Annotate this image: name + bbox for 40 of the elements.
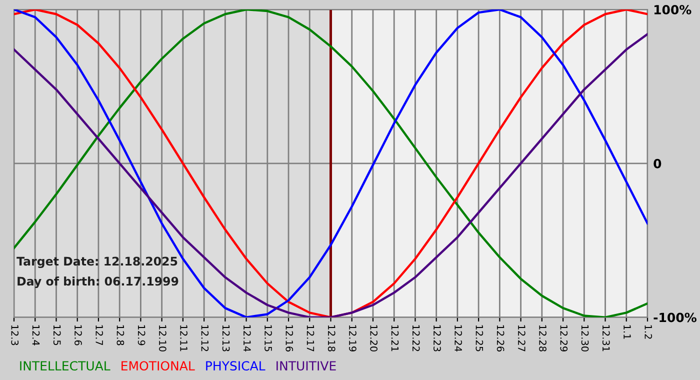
x-tick-label: 12.11	[180, 325, 188, 352]
text: INTELLECTUAL	[20, 361, 110, 371]
x-tick-label: 12.27	[518, 325, 526, 352]
x-tick-label: 12.26	[496, 325, 504, 352]
annotation: Day of birth: 06.17.1999	[18, 276, 178, 288]
text: EMOTIONAL	[122, 361, 195, 371]
x-tick-label: 12.9	[138, 325, 146, 346]
x-tick-label: 12.28	[539, 325, 546, 352]
x-tick-label: 12.14	[244, 325, 251, 352]
x-tick-label: 12.23	[434, 325, 441, 352]
text: PHYSICAL	[206, 361, 266, 371]
x-tick-label: 12.29	[560, 325, 568, 352]
x-tick-label: 12.22	[412, 325, 420, 352]
x-tick-label: 12.30	[581, 325, 589, 352]
x-tick-label: 12.6	[74, 325, 82, 346]
x-tick-label: 12.17	[306, 325, 314, 352]
x-tick-label: 12.4	[32, 325, 40, 346]
x-tick-label: 12.31	[602, 325, 610, 352]
y-tick-label: 0	[654, 158, 662, 168]
x-tick-label: 12.7	[96, 325, 103, 346]
x-tick-label: 12.18	[328, 325, 336, 352]
y-tick-label: -100%	[654, 312, 696, 322]
x-tick-label: 12.13	[222, 325, 230, 352]
x-tick-label: 12.5	[53, 325, 61, 346]
x-tick-label: 12.24	[454, 325, 462, 352]
x-tick-label: 1.2	[644, 325, 652, 339]
x-tick-label: 1.1	[624, 325, 631, 339]
x-tick-label: 12.16	[286, 325, 294, 352]
x-tick-label: 12.21	[391, 325, 399, 352]
annotation: Target Date: 12.18.2025	[16, 256, 178, 268]
x-tick-label: 12.20	[370, 325, 378, 352]
x-tick-label: 12.15	[264, 325, 272, 352]
y-tick-label: 100%	[654, 4, 692, 14]
x-tick-label: 12.19	[349, 325, 356, 352]
x-tick-label: 12.12	[201, 325, 209, 352]
x-tick-label: 12.10	[158, 325, 166, 352]
text: INTUITIVE	[276, 361, 336, 371]
x-tick-label: 12.3	[11, 325, 19, 346]
x-tick-label: 12.25	[476, 325, 484, 352]
x-tick-label: 12.8	[116, 325, 124, 346]
